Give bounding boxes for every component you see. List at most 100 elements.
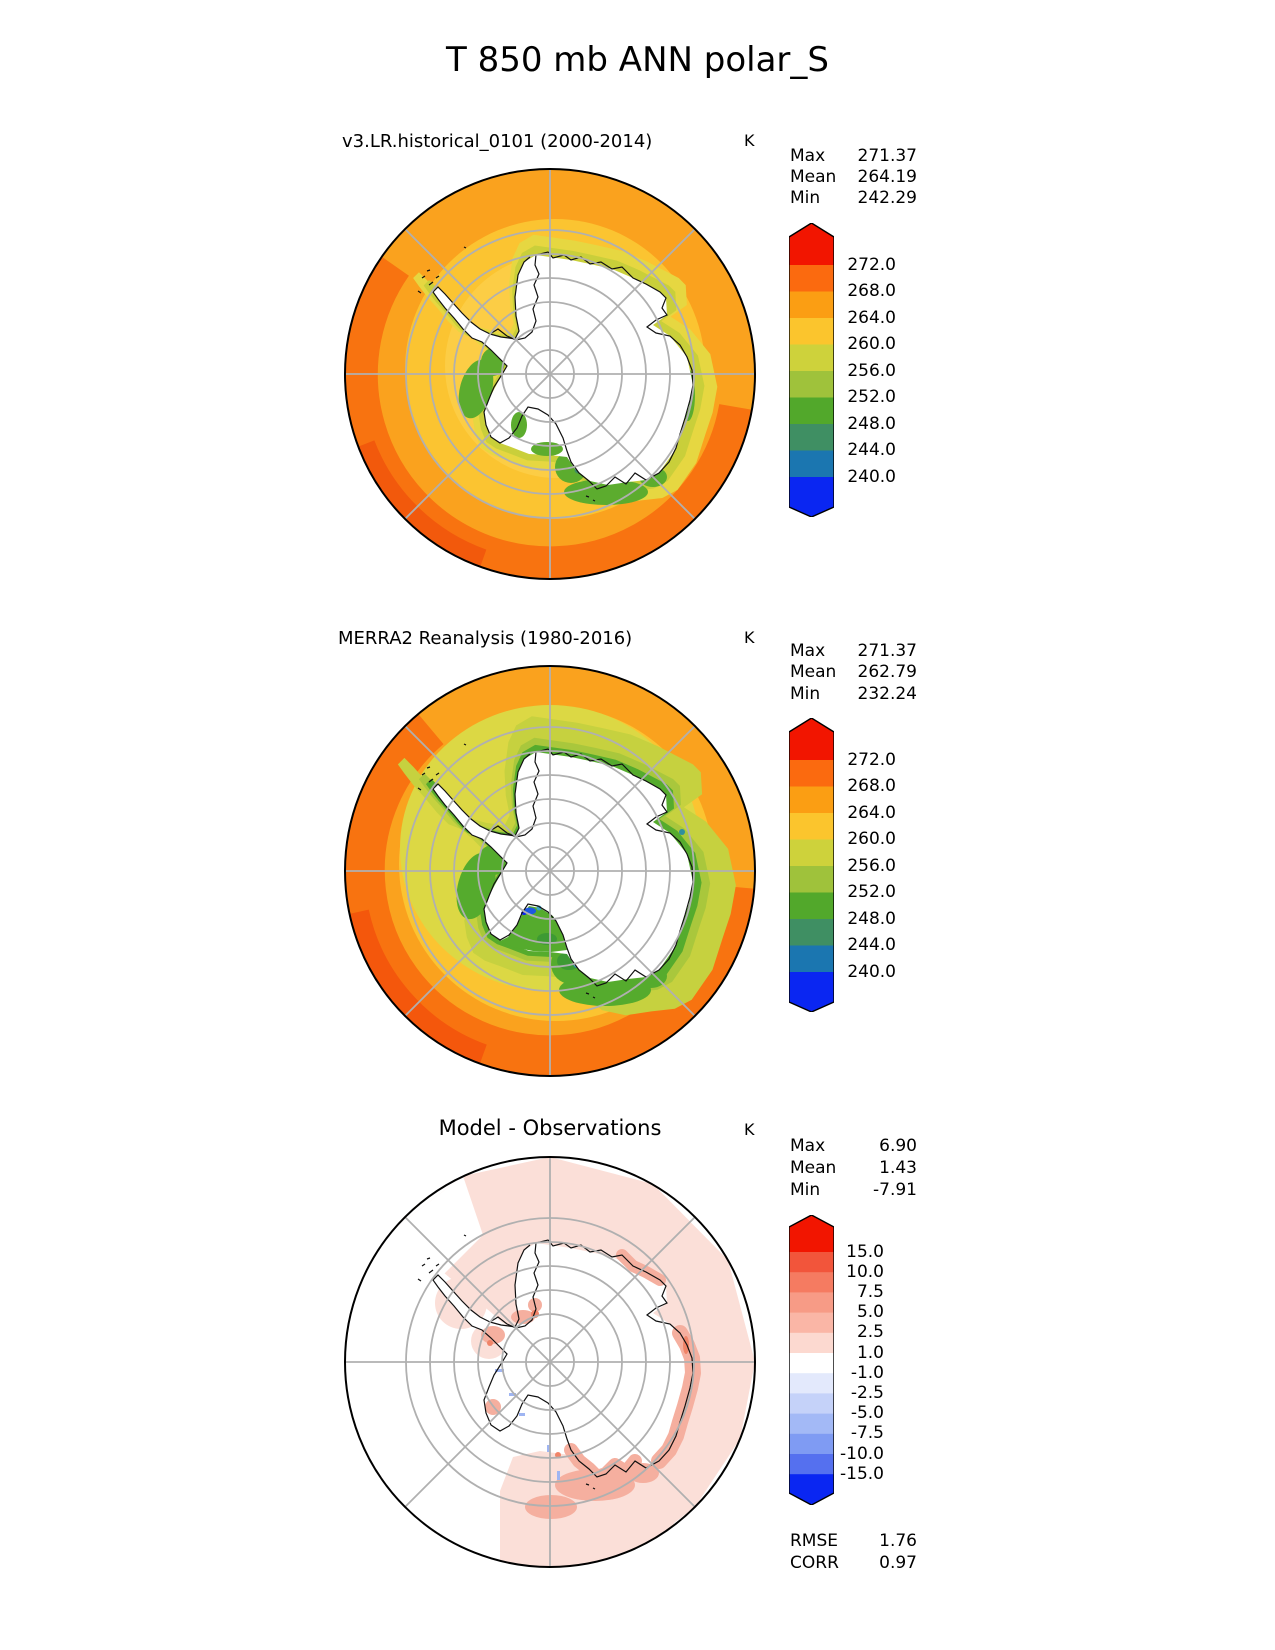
colorbar-tick-label: 268.0 (847, 281, 896, 301)
colorbar-segment (789, 371, 834, 398)
colorbar-segment (789, 291, 834, 319)
colorbar-tick-label: 264.0 (847, 802, 896, 823)
colorbar-tick-label: 248.0 (847, 413, 896, 434)
graticule (345, 666, 755, 1076)
white-rim-cutout (393, 1176, 483, 1280)
panel1-min-value: 242.29 (857, 188, 917, 208)
panel3-max-label: Max (790, 1136, 826, 1156)
colorbar-tick-label: 5.0 (856, 1302, 884, 1323)
panel3-subtitle: Model - Observations (438, 1116, 662, 1140)
colorbar-segment (789, 424, 834, 451)
colorbar-segment (789, 813, 834, 840)
panel1-units-label: K (744, 131, 755, 150)
map-boundary (344, 1156, 756, 1568)
colorbar-segment (789, 223, 834, 266)
colorbar-segment (789, 1373, 834, 1394)
panel3-min-label: Min (790, 1180, 821, 1200)
rim-red-orange-band (347, 909, 487, 1066)
colorbar-tick-label: 244.0 (847, 935, 896, 955)
ross-green-patch (511, 412, 527, 438)
colorbar-tick-label: 1.0 (856, 1342, 884, 1363)
colorbar-segment (789, 972, 834, 1012)
colorbar-tick-label: -7.5 (850, 1423, 884, 1444)
colorbar-segment (789, 866, 834, 893)
corr-value: 0.97 (879, 1553, 917, 1573)
corr-label: CORR (790, 1553, 839, 1573)
map-boundary (344, 168, 756, 580)
panel2-mean-label: Mean (790, 662, 837, 682)
colorbar-tick-label: 7.5 (856, 1281, 884, 1302)
colorbar-segment (789, 760, 834, 787)
graticule (345, 169, 755, 579)
colorbar-segment (789, 1252, 834, 1273)
colorbar-tick-label: 264.0 (847, 307, 896, 328)
colorbar-tick-label: 272.0 (847, 749, 896, 770)
panel3-mean-value: 1.43 (879, 1158, 917, 1178)
panel1-mean-label: Mean (790, 167, 837, 187)
panel2-units-label: K (744, 628, 755, 647)
colorbar-segment (789, 477, 834, 517)
panel1-max-value: 271.37 (857, 146, 917, 166)
colorbar-tick-label: -5.0 (850, 1403, 884, 1424)
colorbar-segment (789, 1272, 834, 1293)
colorbar-tick-label: -10.0 (840, 1443, 884, 1464)
colorbar-segment (789, 397, 834, 425)
panel1-max-label: Max (790, 146, 826, 166)
colorbar-tick-label: 252.0 (847, 387, 896, 407)
colorbar-segment (789, 1454, 834, 1475)
colorbar-tick-label: 248.0 (847, 908, 896, 929)
colorbar-segment (789, 265, 834, 292)
colorbar-model (788, 222, 835, 518)
colorbar-segment (789, 786, 834, 814)
rmse-label: RMSE (790, 1531, 839, 1551)
colorbar-tick-label: 256.0 (847, 855, 896, 876)
colorbar-tick-label: 244.0 (847, 440, 896, 460)
colorbar-segment (789, 1433, 834, 1455)
map-model-polar (344, 168, 756, 580)
panel3-max-value: 6.90 (879, 1136, 917, 1156)
colorbar-segment (789, 1332, 834, 1354)
colorbar-segment (789, 450, 834, 478)
colorbar-segment (789, 839, 834, 867)
colorbar-segment (789, 318, 834, 345)
figure-title: T 850 mb ANN polar_S (446, 40, 829, 80)
colorbar-reference (788, 717, 835, 1013)
colorbar-segment (789, 1353, 834, 1374)
colorbar-segment (789, 718, 834, 761)
rim-red-orange-band (355, 440, 487, 569)
colorbar-tick-label: -15.0 (840, 1463, 884, 1484)
colorbar-svg (788, 717, 835, 1013)
panel2-max-value: 271.37 (857, 641, 917, 661)
panel2-max-label: Max (790, 641, 826, 661)
colorbar-tick-label: 272.0 (847, 254, 896, 275)
colorbar-tick-label: -2.5 (850, 1382, 884, 1403)
colorbar-tick-label: 256.0 (847, 360, 896, 381)
colorbar-difference (788, 1214, 835, 1506)
colorbar-tick-label: 15.0 (846, 1241, 884, 1262)
colorbar-tick-label: 260.0 (847, 829, 896, 849)
colorbar-segment (789, 1292, 834, 1314)
panel2-subtitle: MERRA2 Reanalysis (1980-2016) (338, 628, 633, 649)
colorbar-svg (788, 222, 835, 518)
colorbar-segment (789, 1413, 834, 1435)
colorbar-tick-label: 240.0 (847, 466, 896, 487)
panel1-subtitle: v3.LR.historical_0101 (2000-2014) (342, 131, 653, 152)
colorbar-tick-label: 10.0 (846, 1261, 884, 1282)
panel2-min-value: 232.24 (857, 684, 917, 704)
colorbar-tick-label: -1.0 (850, 1362, 884, 1383)
map-reference-polar (344, 665, 756, 1077)
colorbar-segment (789, 892, 834, 920)
graticule (345, 1157, 755, 1567)
panel3-units-label: K (744, 1120, 755, 1139)
colorbar-segment (789, 344, 834, 372)
colorbar-tick-label: 240.0 (847, 961, 896, 982)
cool-bias-dashes (495, 1369, 560, 1480)
map-difference-polar (344, 1156, 756, 1568)
panel1-min-label: Min (790, 188, 821, 208)
panel3-mean-label: Mean (790, 1158, 837, 1178)
colorbar-tick-label: 2.5 (856, 1322, 884, 1343)
colorbar-tick-label: 268.0 (847, 776, 896, 796)
panel1-mean-value: 264.19 (857, 167, 917, 187)
colorbar-tick-label: 252.0 (847, 882, 896, 902)
